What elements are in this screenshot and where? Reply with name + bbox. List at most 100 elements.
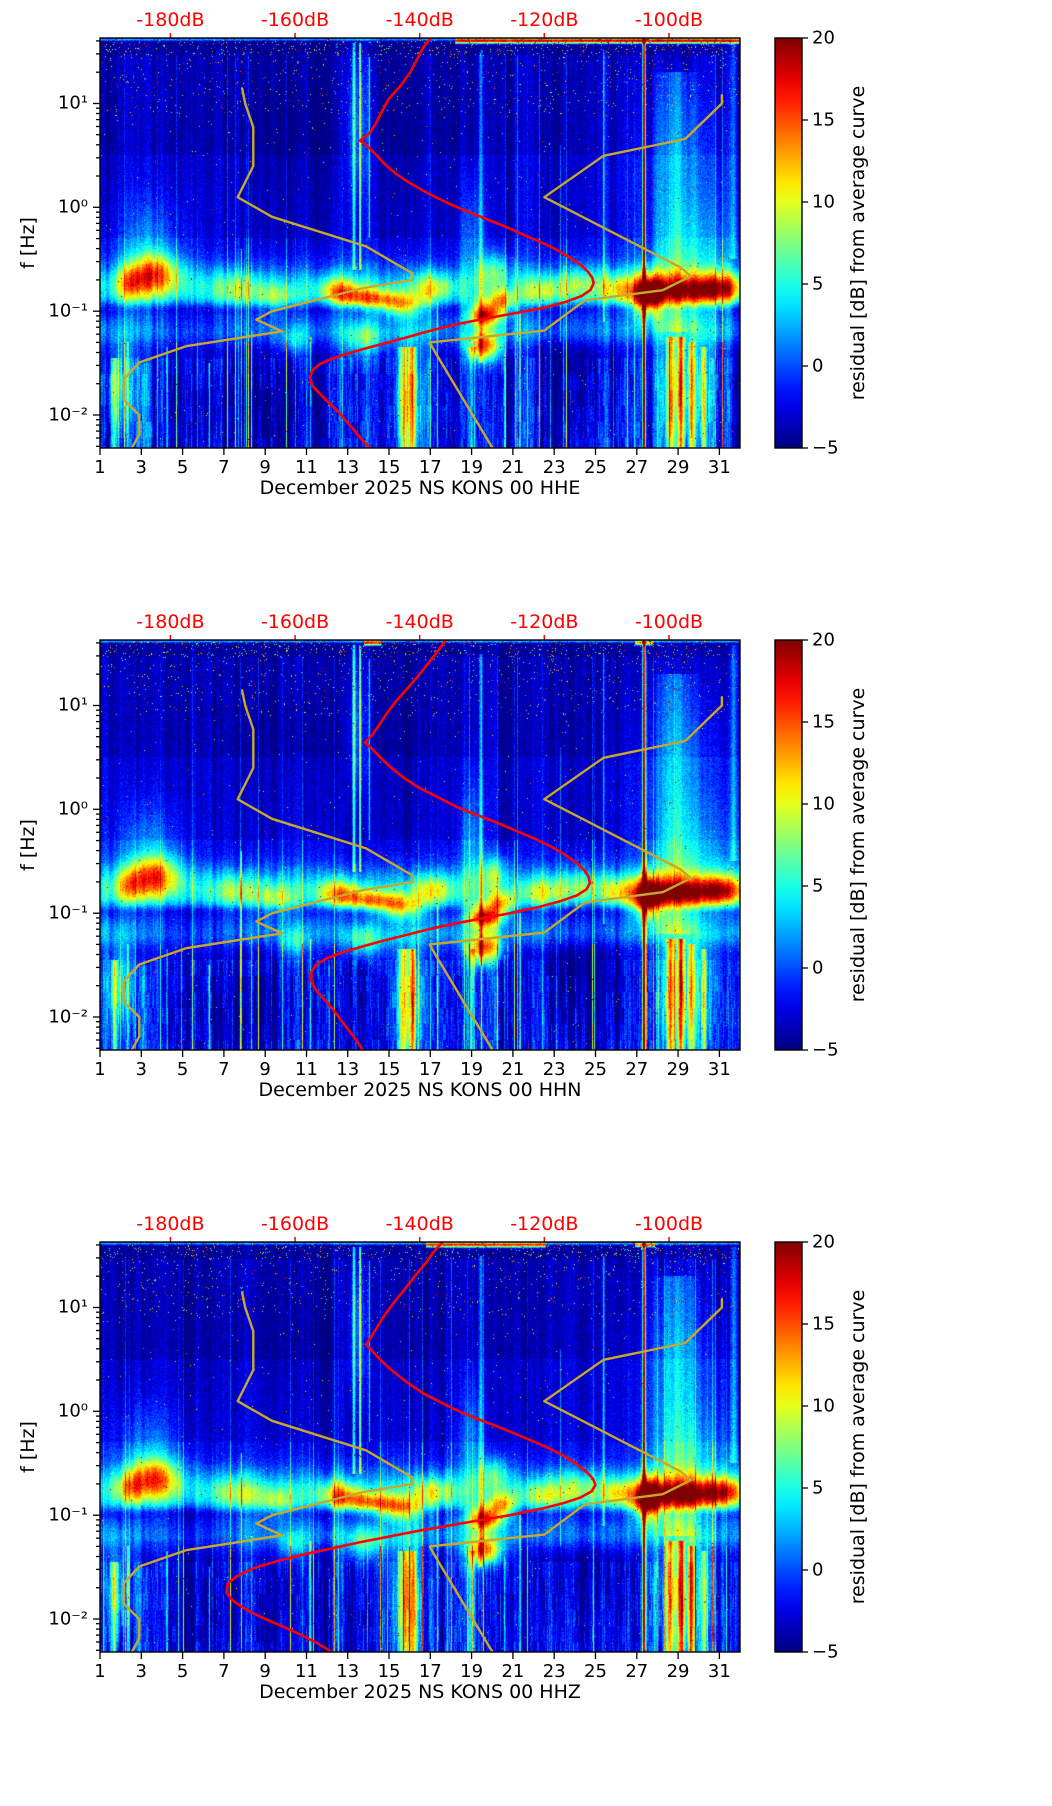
top-axis-db-label: -180dB (136, 1213, 205, 1235)
spectrogram-heatmap-canvas (100, 640, 740, 1050)
x-tick-label: 23 (542, 457, 566, 478)
x-axis-ticks (99, 1050, 721, 1057)
colorbar-tick-label: 20 (812, 629, 835, 651)
x-tick-label: 27 (625, 1661, 649, 1682)
colorbar-border (774, 1241, 803, 1653)
x-tick-label: 5 (176, 457, 189, 478)
spectrogram-heatmap-canvas (100, 38, 740, 448)
x-tick-label: 29 (666, 1661, 690, 1682)
x-tick-label: 31 (707, 1661, 731, 1682)
x-tick-label: 13 (336, 1661, 360, 1682)
x-tick-label: 25 (584, 457, 607, 478)
x-axis-ticks (99, 1652, 721, 1659)
x-axis-title: December 2025 NS KONS 00 HHZ (259, 1681, 581, 1703)
x-tick-label: 17 (418, 1661, 442, 1682)
y-tick-label: 10⁰ (57, 1400, 88, 1422)
y-axis-title: f [Hz] (17, 819, 39, 871)
spectrogram-panel-hhe: -180dB -160dB -140dB -120dB -100dB 1 3 5 7 9 11 13 1… (0, 0, 1052, 602)
colorbar-border (774, 639, 803, 1051)
x-tick-label: 3 (135, 1059, 148, 1080)
colorbar-border (774, 37, 803, 449)
x-tick-label: 27 (625, 457, 649, 478)
top-axis-db-label: -100dB (634, 611, 704, 633)
x-tick-label: 9 (259, 457, 271, 478)
top-axis-db-label: -140dB (385, 9, 454, 31)
colorbar-tick-label: 20 (812, 1231, 835, 1253)
colorbar-ticks (802, 37, 808, 449)
x-tick-label: 13 (336, 1059, 360, 1080)
x-tick-label: 7 (218, 1661, 230, 1682)
y-axis-title: f [Hz] (17, 217, 39, 269)
y-axis-ticks (93, 1244, 100, 1651)
x-tick-label: 31 (707, 1059, 731, 1080)
y-tick-label: 10⁻² (48, 1006, 88, 1028)
x-tick-label: 7 (218, 1059, 230, 1080)
y-tick-label: 10⁻¹ (48, 300, 88, 322)
x-tick-label: 5 (176, 1059, 189, 1080)
y-tick-label: 10⁻² (48, 404, 88, 426)
y-tick-label: 10¹ (57, 694, 88, 716)
x-tick-label: 23 (542, 1661, 566, 1682)
colorbar-gradient (775, 640, 802, 1050)
top-axis-db-label: -100dB (634, 9, 704, 31)
top-axis-db-label: -160dB (260, 1213, 330, 1235)
x-tick-label: 5 (176, 1661, 189, 1682)
colorbar-tick-label: 5 (812, 875, 824, 897)
top-axis-db-label: -160dB (260, 9, 330, 31)
x-tick-label: 11 (294, 1661, 318, 1682)
colorbar-tick-label: 0 (812, 957, 824, 979)
colorbar-tick-label: 15 (812, 109, 835, 131)
x-axis-title: December 2025 NS KONS 00 HHE (259, 477, 581, 499)
x-tick-label: 17 (418, 457, 442, 478)
x-tick-label: 3 (135, 1661, 148, 1682)
x-axis-ticks (99, 448, 721, 455)
top-axis-db-label: -180dB (136, 611, 205, 633)
colorbar-gradient (775, 1242, 802, 1652)
colorbar-tick-label: 10 (812, 191, 835, 213)
top-axis-db-label: -160dB (260, 611, 330, 633)
top-axis-db-label: -140dB (385, 1213, 454, 1235)
x-tick-label: 19 (460, 457, 484, 478)
colorbar-tick-label: 5 (812, 273, 824, 295)
x-tick-label: 1 (94, 1059, 106, 1080)
x-axis-title: December 2025 NS KONS 00 HHN (258, 1079, 582, 1101)
colorbar-gradient (775, 38, 802, 448)
colorbar-tick-label: 0 (812, 355, 824, 377)
x-tick-label: 21 (501, 1059, 525, 1080)
y-tick-label: 10⁰ (57, 196, 88, 218)
y-axis-ticks (93, 642, 100, 1049)
x-tick-label: 11 (294, 1059, 318, 1080)
colorbar-tick-label: 15 (812, 711, 835, 733)
top-axis-db-label: -140dB (385, 611, 454, 633)
spectrogram-panel-hhz: -180dB -160dB -140dB -120dB -100dB 1 3 5 7 9 11 13 1… (0, 1204, 1052, 1806)
x-tick-label: 19 (460, 1661, 484, 1682)
x-tick-label: 23 (542, 1059, 566, 1080)
y-tick-label: 10⁻¹ (48, 902, 88, 924)
colorbar-tick-label: 20 (812, 27, 835, 49)
x-tick-label: 3 (135, 457, 148, 478)
top-axis-db-label: -120dB (510, 611, 579, 633)
x-tick-label: 21 (501, 1661, 525, 1682)
colorbar-tick-label: −5 (812, 437, 839, 459)
x-tick-label: 13 (336, 457, 360, 478)
x-tick-label: 1 (94, 457, 106, 478)
y-tick-label: 10¹ (57, 1296, 88, 1318)
colorbar-tick-label: 0 (812, 1559, 824, 1581)
y-tick-label: 10⁻² (48, 1608, 88, 1630)
colorbar-tick-label: −5 (812, 1641, 839, 1663)
colorbar-title: residual [dB] from average curve (847, 1289, 869, 1605)
colorbar-tick-label: 5 (812, 1477, 824, 1499)
x-tick-label: 29 (666, 457, 690, 478)
x-tick-label: 9 (259, 1059, 271, 1080)
colorbar-tick-label: −5 (812, 1039, 839, 1061)
colorbar-ticks (802, 1241, 808, 1653)
x-tick-label: 27 (625, 1059, 649, 1080)
x-tick-label: 7 (218, 457, 230, 478)
x-tick-label: 15 (377, 457, 401, 478)
spectrogram-panel-hhn: -180dB -160dB -140dB -120dB -100dB 1 3 5 7 9 11 13 1… (0, 602, 1052, 1204)
colorbar-tick-label: 10 (812, 793, 835, 815)
top-axis-db-label: -120dB (510, 1213, 579, 1235)
x-tick-label: 15 (377, 1059, 401, 1080)
x-tick-label: 31 (707, 457, 731, 478)
